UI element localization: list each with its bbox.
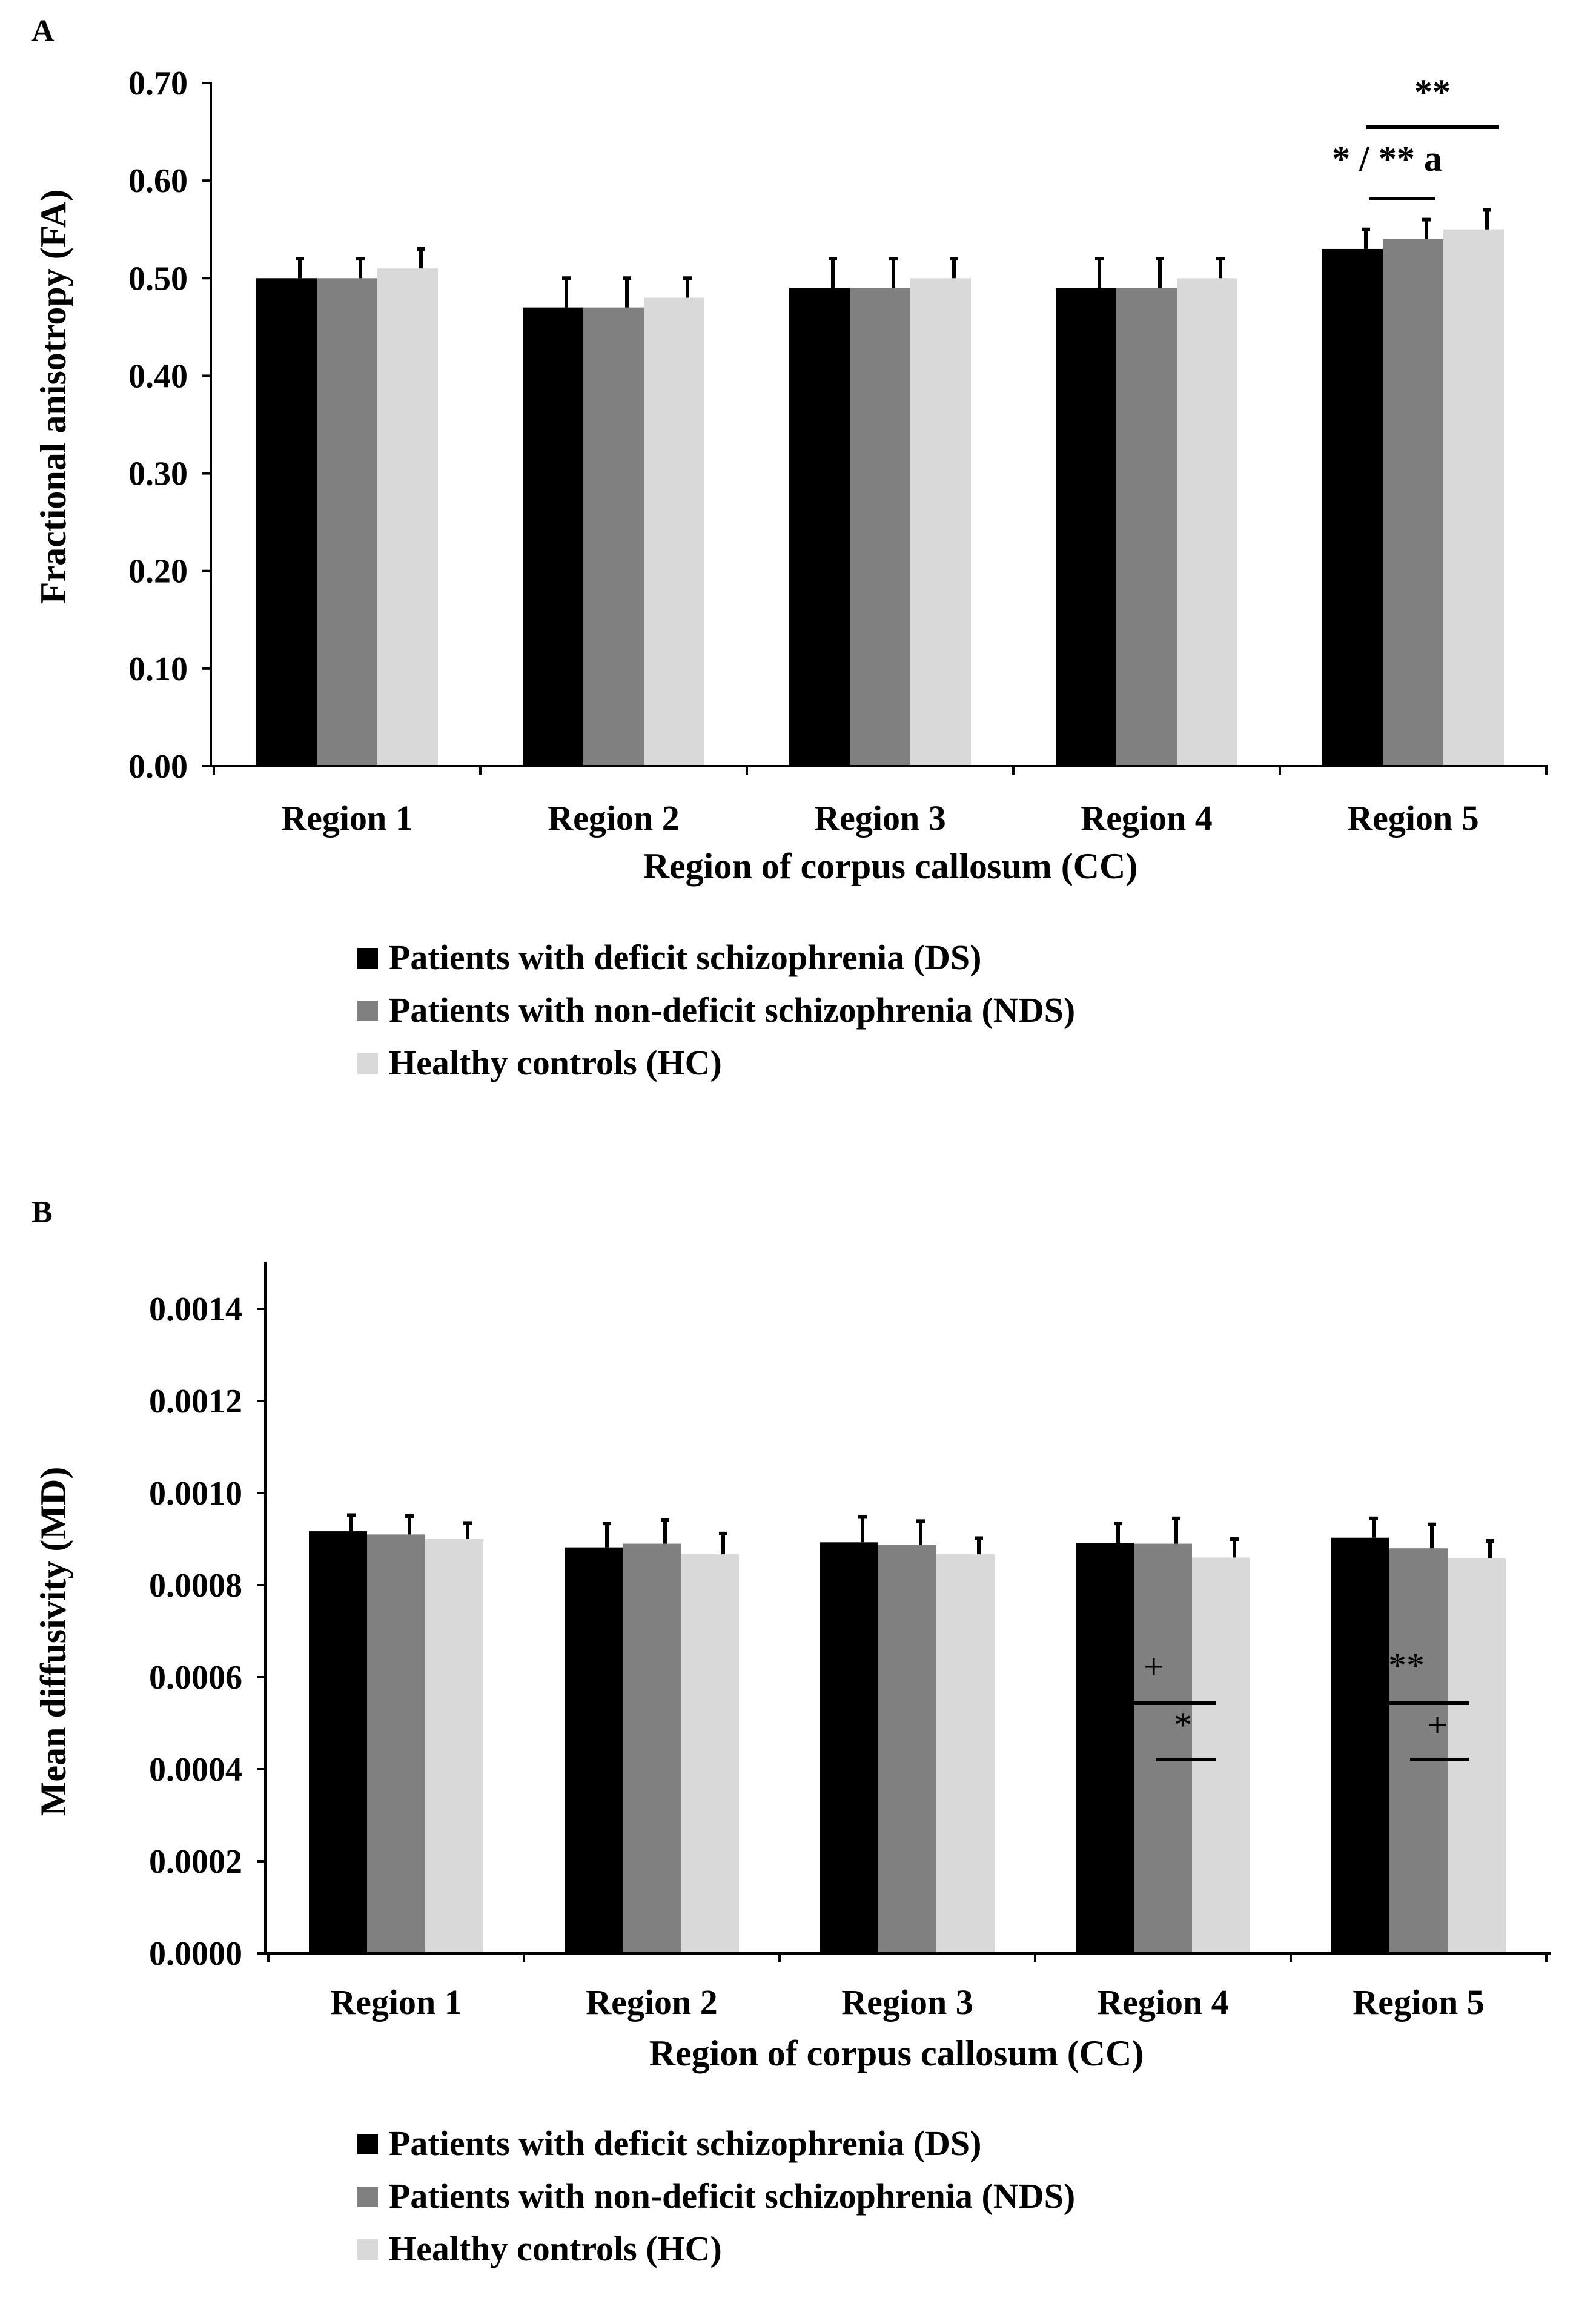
bar-region-3-series-1 [878, 1545, 936, 1953]
bar-region-5-series-0 [1322, 248, 1383, 766]
bar-region-4-series-0 [1056, 288, 1116, 766]
bar-region-5-series-1 [1383, 239, 1443, 766]
legend-swatch-hc [357, 1053, 378, 1074]
legend-swatch-hc [357, 2239, 378, 2260]
y-tick-label: 0.0014 [149, 1291, 242, 1328]
x-tick-label: Region 4 [1097, 1982, 1229, 2022]
panel-a-y-ticks: 0.00 0.10 0.20 0.30 0.40 0.50 0.60 0.70 [128, 65, 211, 786]
x-tick-label: Region 5 [1353, 1982, 1485, 2022]
legend-swatch-nds [357, 2187, 378, 2207]
panel-a-significance: ** * / ** a [1332, 72, 1499, 200]
bar-region-5-series-2 [1443, 229, 1504, 766]
sig-label-b-r4-ds-hc: + [1144, 1647, 1164, 1687]
legend-label-nds: Patients with non-deficit schizophrenia … [389, 990, 1075, 1030]
bar-region-3-series-0 [789, 288, 850, 766]
bar-region-2-series-2 [644, 297, 704, 766]
y-tick-label: 0.0006 [149, 1659, 242, 1697]
y-tick-label: 0.40 [128, 357, 188, 395]
panel-a-bars [256, 229, 1504, 767]
x-tick-label: Region 2 [586, 1982, 718, 2022]
bar-region-2-series-0 [523, 307, 583, 767]
x-tick-label: Region 1 [281, 798, 413, 838]
y-tick-label: 0.60 [128, 162, 188, 200]
bar-region-4-series-2 [1192, 1557, 1250, 1953]
legend-label-ds: Patients with deficit schizophrenia (DS) [389, 2124, 981, 2163]
y-tick-label: 0.00 [128, 748, 188, 786]
panel-a-x-ticks: Region 1 Region 2 Region 3 Region 4 Region 5 [213, 766, 1548, 838]
bar-region-1-series-0 [256, 278, 317, 766]
y-tick-label: 0.0008 [149, 1567, 242, 1604]
x-tick-label: Region 5 [1347, 798, 1479, 838]
bar-region-4-series-2 [1177, 278, 1237, 766]
bar-region-1-series-2 [425, 1539, 483, 1953]
panel-a-error-bars [296, 208, 1491, 308]
x-tick-label: Region 2 [548, 798, 680, 838]
bar-region-1-series-2 [377, 268, 438, 767]
y-tick-label: 0.10 [128, 651, 188, 688]
panel-a-y-axis-title: Fractional anisotropy (FA) [33, 190, 73, 604]
bar-region-4-series-1 [1134, 1543, 1192, 1953]
panel-a-label: A [31, 14, 55, 48]
panel-b-x-ticks: Region 1 Region 2 Region 3 Region 4 Region 5 [267, 1953, 1548, 2022]
sig-label-b-r5-ds-hc: ** [1388, 1646, 1425, 1686]
panel-b-error-bars [347, 1513, 1494, 1558]
y-tick-label: 0.50 [128, 260, 188, 297]
bar-region-1-series-1 [367, 1534, 425, 1953]
legend-label-nds: Patients with non-deficit schizophrenia … [389, 2176, 1075, 2216]
legend-swatch-nds [357, 1001, 378, 1021]
bar-region-5-series-1 [1389, 1548, 1448, 1953]
panel-b-legend: Patients with deficit schizophrenia (DS)… [357, 2124, 1075, 2268]
panel-b-significance: + * ** + [1090, 1646, 1469, 1761]
sig-label-a-ds-hc: ** [1414, 72, 1451, 112]
panel-b-label: B [31, 1195, 53, 1230]
bar-region-3-series-2 [910, 278, 971, 766]
bar-region-1-series-0 [309, 1531, 367, 1953]
panel-b-bars [309, 1531, 1506, 1953]
y-tick-label: 0.0010 [149, 1475, 242, 1512]
bar-region-5-series-0 [1331, 1537, 1389, 1953]
x-tick-label: Region 3 [814, 798, 946, 838]
bar-region-2-series-1 [583, 307, 644, 767]
sig-label-b-r4-nds-hc: * [1174, 1705, 1192, 1745]
bar-region-1-series-1 [317, 278, 377, 766]
legend-label-ds: Patients with deficit schizophrenia (DS) [389, 938, 981, 977]
bar-region-2-series-0 [565, 1547, 623, 1953]
panel-a-legend: Patients with deficit schizophrenia (DS)… [357, 938, 1075, 1082]
x-tick-label: Region 1 [330, 1982, 462, 2022]
panel-b-y-ticks: 0.0000 0.0002 0.0004 0.0006 0.0008 0.0010 0.00… [149, 1291, 265, 1973]
panel-a-x-axis-title: Region of corpus callosum (CC) [643, 846, 1138, 886]
sig-label-a-ds-nds: * / ** a [1332, 139, 1442, 179]
y-tick-label: 0.20 [128, 553, 188, 591]
y-tick-label: 0.0012 [149, 1383, 242, 1420]
bar-region-4-series-1 [1116, 288, 1177, 766]
bar-region-2-series-1 [623, 1543, 681, 1953]
bar-region-3-series-1 [850, 288, 910, 766]
legend-swatch-ds [357, 2134, 378, 2154]
legend-swatch-ds [357, 948, 378, 969]
bar-region-3-series-0 [820, 1542, 878, 1953]
sig-label-b-r5-nds-hc: + [1427, 1705, 1448, 1745]
bar-region-2-series-2 [681, 1554, 739, 1953]
y-tick-label: 0.0002 [149, 1843, 242, 1881]
bar-region-4-series-0 [1076, 1543, 1134, 1953]
y-tick-label: 0.0000 [149, 1935, 242, 1973]
legend-label-hc: Healthy controls (HC) [389, 2229, 722, 2268]
x-tick-label: Region 4 [1081, 798, 1213, 838]
legend-label-hc: Healthy controls (HC) [389, 1043, 722, 1082]
y-tick-label: 0.30 [128, 455, 188, 493]
x-tick-label: Region 3 [841, 1982, 973, 2022]
panel-b-y-axis-title: Mean diffusivity (MD) [33, 1467, 73, 1816]
bar-region-5-series-2 [1448, 1558, 1506, 1953]
y-tick-label: 0.70 [128, 65, 188, 102]
bar-region-3-series-2 [936, 1554, 995, 1953]
y-tick-label: 0.0004 [149, 1751, 242, 1789]
panel-b-x-axis-title: Region of corpus callosum (CC) [649, 2033, 1144, 2073]
